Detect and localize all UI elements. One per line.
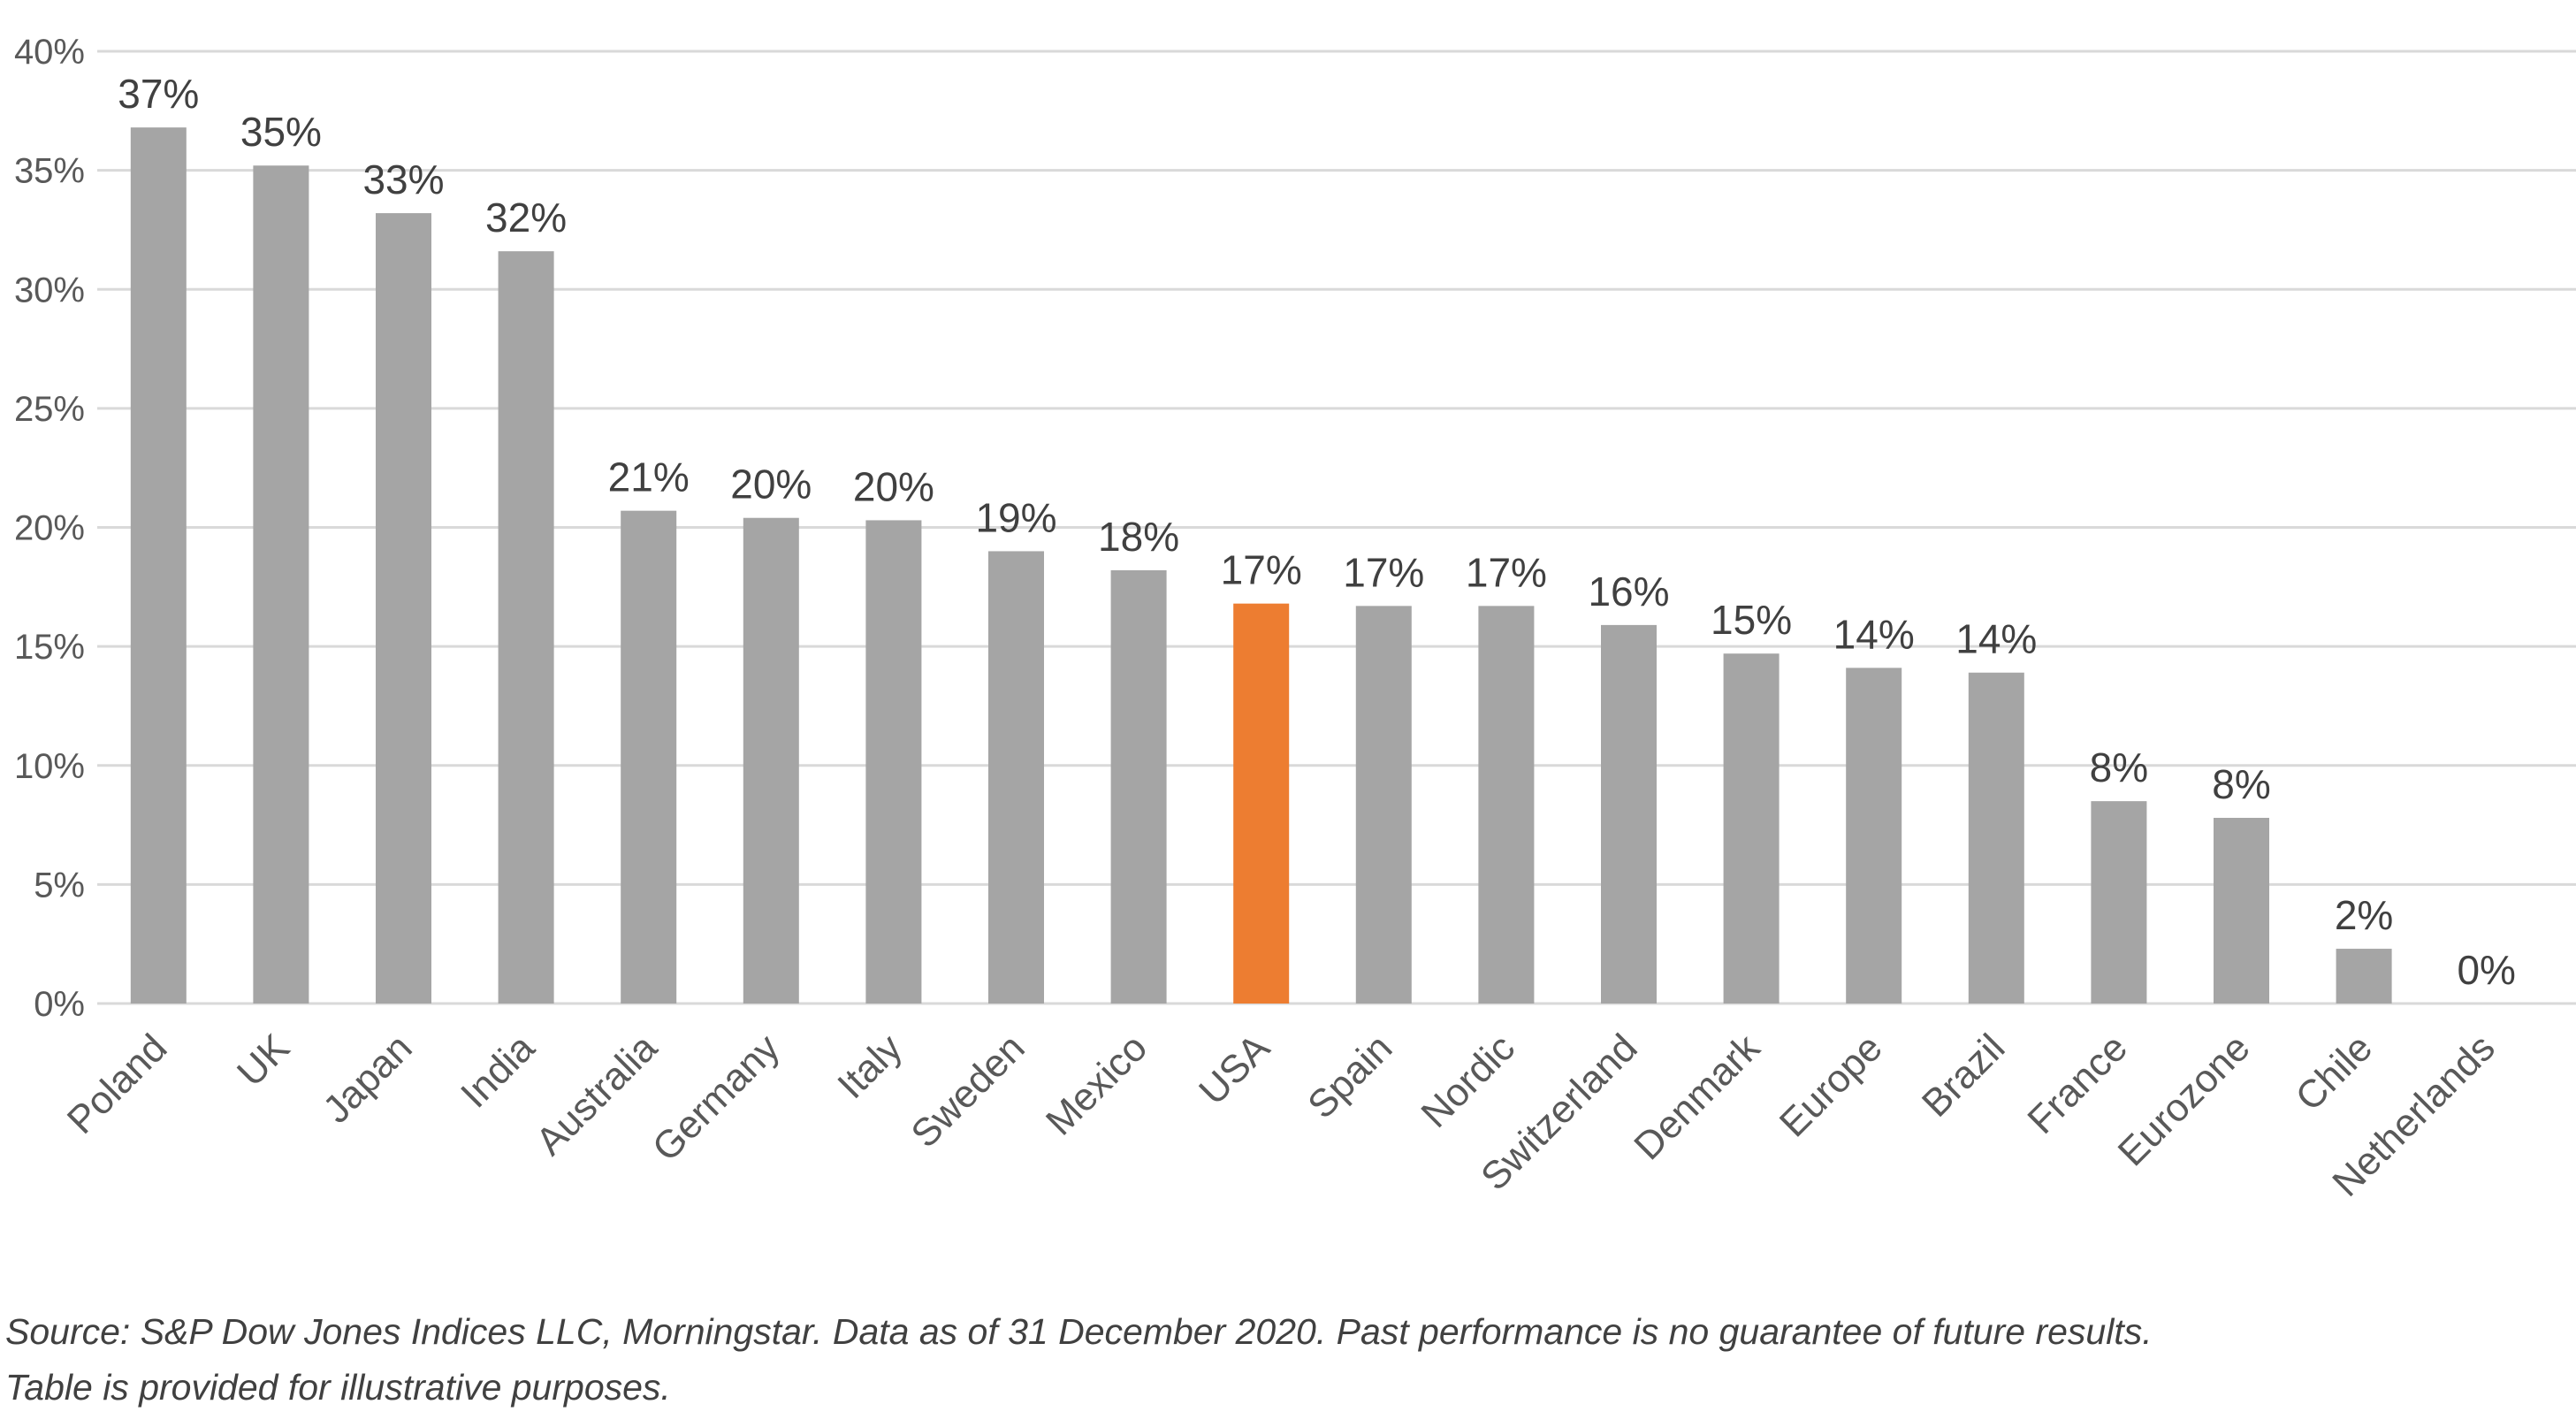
category-label: Australia <box>528 1026 666 1164</box>
category-label: France <box>2019 1026 2135 1141</box>
data-label: 35% <box>240 109 322 155</box>
bar <box>1233 603 1290 1004</box>
y-tick-label: 5% <box>34 866 85 904</box>
category-label: Eurozone <box>2110 1026 2259 1174</box>
bar-chart: 0% 5% 10% 15% 20% 25% 30% 35% 40% 37% 35% 33% 32% 21… <box>14 33 2576 1205</box>
data-label: 2% <box>2335 892 2393 938</box>
bar <box>130 127 187 1004</box>
category-label: Chile <box>2288 1026 2382 1119</box>
y-axis-tick-labels: 0% 5% 10% 15% 20% 25% 30% 35% 40% <box>14 33 85 1024</box>
category-label: Japan <box>315 1026 420 1131</box>
data-label: 20% <box>730 462 812 508</box>
data-label: 19% <box>975 494 1056 540</box>
data-label: 0% <box>2457 947 2515 993</box>
bar <box>1601 624 1657 1004</box>
data-label: 33% <box>362 156 444 202</box>
data-label: 14% <box>1955 616 2037 662</box>
gridlines <box>97 50 2576 1005</box>
data-label: 32% <box>485 195 567 240</box>
bar <box>2214 817 2269 1004</box>
data-label: 14% <box>1833 611 1915 657</box>
bar <box>2091 801 2147 1004</box>
category-label: Germany <box>644 1026 789 1170</box>
category-label: UK <box>229 1026 298 1095</box>
data-label: 21% <box>608 454 690 500</box>
y-tick-label: 40% <box>14 33 85 72</box>
category-label: Mexico <box>1038 1026 1155 1143</box>
bar <box>1355 606 1412 1004</box>
bar <box>1723 653 1780 1004</box>
data-label: 37% <box>118 71 199 117</box>
source-footnote: Source: S&P Dow Jones Indices LLC, Morni… <box>5 1311 2153 1352</box>
data-label: 17% <box>1221 547 1302 593</box>
y-tick-label: 35% <box>14 152 85 191</box>
y-tick-label: 25% <box>14 390 85 429</box>
bar <box>1846 668 1902 1004</box>
bar <box>2336 949 2392 1004</box>
y-tick-label: 15% <box>14 628 85 667</box>
category-label: Poland <box>59 1026 176 1142</box>
y-tick-label: 0% <box>34 985 85 1024</box>
category-label: Italy <box>829 1026 911 1107</box>
bar <box>865 520 922 1004</box>
disclaimer-footnote: Table is provided for illustrative purpo… <box>5 1367 671 1408</box>
category-label: Brazil <box>1914 1026 2013 1125</box>
bar <box>1478 606 1535 1004</box>
bar <box>253 165 309 1004</box>
data-label: 20% <box>853 463 934 509</box>
category-label: Europe <box>1772 1026 1891 1145</box>
bar <box>376 213 431 1004</box>
category-label: Denmark <box>1626 1026 1769 1169</box>
category-label: USA <box>1191 1026 1278 1113</box>
data-label: 16% <box>1588 569 1669 614</box>
category-label: Spain <box>1299 1026 1400 1126</box>
data-labels: 37% 35% 33% 32% 21% 20% 20% 19% 18% 17% 17% 17% 16% 1… <box>118 71 2516 993</box>
bar <box>621 510 677 1004</box>
bar <box>743 517 799 1004</box>
category-label: Nordic <box>1413 1026 1523 1136</box>
bar <box>498 251 554 1004</box>
data-label: 8% <box>2212 761 2270 807</box>
bar <box>1110 569 1167 1004</box>
category-label: Sweden <box>903 1026 1033 1156</box>
data-label: 8% <box>2090 744 2148 790</box>
data-label: 17% <box>1466 549 1547 595</box>
y-tick-label: 30% <box>14 271 85 309</box>
y-tick-label: 20% <box>14 509 85 548</box>
y-tick-label: 10% <box>14 747 85 786</box>
data-label: 15% <box>1711 597 1792 643</box>
bars <box>130 127 2392 1004</box>
category-label: India <box>453 1026 543 1116</box>
data-label: 17% <box>1343 549 1424 595</box>
data-label: 18% <box>1098 514 1179 560</box>
bar <box>988 551 1044 1004</box>
bar <box>1968 672 2024 1004</box>
